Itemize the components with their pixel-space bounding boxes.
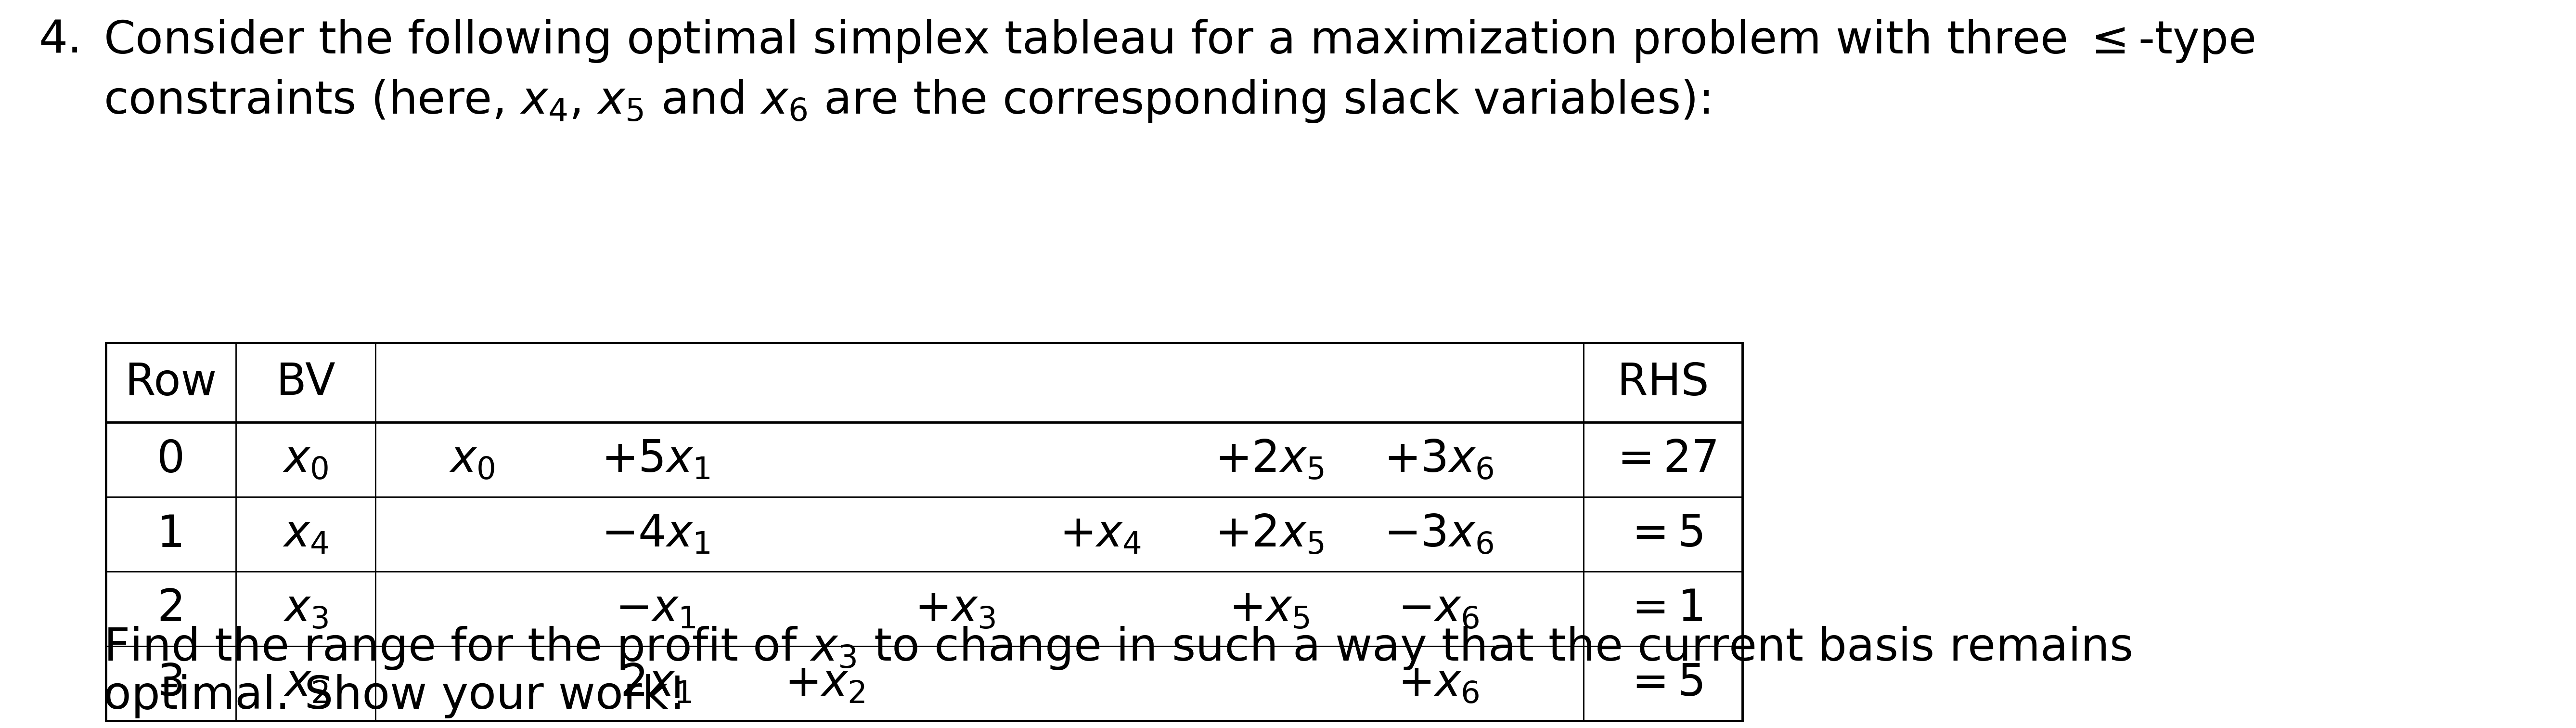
Text: 0: 0 xyxy=(157,438,185,481)
Text: 1: 1 xyxy=(157,513,185,556)
Text: $x_0$: $x_0$ xyxy=(448,438,495,481)
Text: $x_3$: $x_3$ xyxy=(283,587,327,630)
Text: 2: 2 xyxy=(157,587,185,630)
Text: $= 5$: $= 5$ xyxy=(1623,513,1703,556)
Text: $= 5$: $= 5$ xyxy=(1623,662,1703,705)
Text: $+x_2$: $+x_2$ xyxy=(786,662,866,705)
Text: $+x_6$: $+x_6$ xyxy=(1399,662,1479,705)
Text: $x_0$: $x_0$ xyxy=(283,438,330,481)
Text: $+2x_5$: $+2x_5$ xyxy=(1216,513,1324,556)
Text: $+3x_6$: $+3x_6$ xyxy=(1383,438,1494,481)
Text: $= 1$: $= 1$ xyxy=(1623,587,1703,630)
Text: $= 27$: $= 27$ xyxy=(1610,438,1716,481)
Text: Row: Row xyxy=(126,361,216,404)
Text: optimal. Show your work!: optimal. Show your work! xyxy=(103,674,688,719)
Text: $-4x_1$: $-4x_1$ xyxy=(600,513,711,556)
Text: $2x_1$: $2x_1$ xyxy=(621,662,690,705)
Text: $x_4$: $x_4$ xyxy=(283,513,330,556)
Text: BV: BV xyxy=(276,361,335,404)
Text: $+x_4$: $+x_4$ xyxy=(1059,513,1141,556)
Text: $-x_1$: $-x_1$ xyxy=(616,587,696,630)
Text: $+5x_1$: $+5x_1$ xyxy=(600,438,711,481)
Text: $+x_3$: $+x_3$ xyxy=(914,587,997,630)
Text: $+2x_5$: $+2x_5$ xyxy=(1216,438,1324,481)
Text: 4.: 4. xyxy=(39,17,82,62)
Text: $-3x_6$: $-3x_6$ xyxy=(1383,513,1494,556)
Text: Find the range for the profit of $x_3$ to change in such a way that the current : Find the range for the profit of $x_3$ t… xyxy=(103,625,2133,671)
Text: $+x_5$: $+x_5$ xyxy=(1229,587,1311,630)
Text: $x_2$: $x_2$ xyxy=(283,662,327,705)
Text: constraints (here, $x_4$, $x_5$ and $x_6$ are the corresponding slack variables): constraints (here, $x_4$, $x_5$ and $x_6… xyxy=(103,78,1710,124)
Text: Consider the following optimal simplex tableau for a maximization problem with t: Consider the following optimal simplex t… xyxy=(103,17,2254,64)
Text: RHS: RHS xyxy=(1618,361,1708,404)
Text: 3: 3 xyxy=(157,662,185,705)
Text: $-x_6$: $-x_6$ xyxy=(1399,587,1479,630)
